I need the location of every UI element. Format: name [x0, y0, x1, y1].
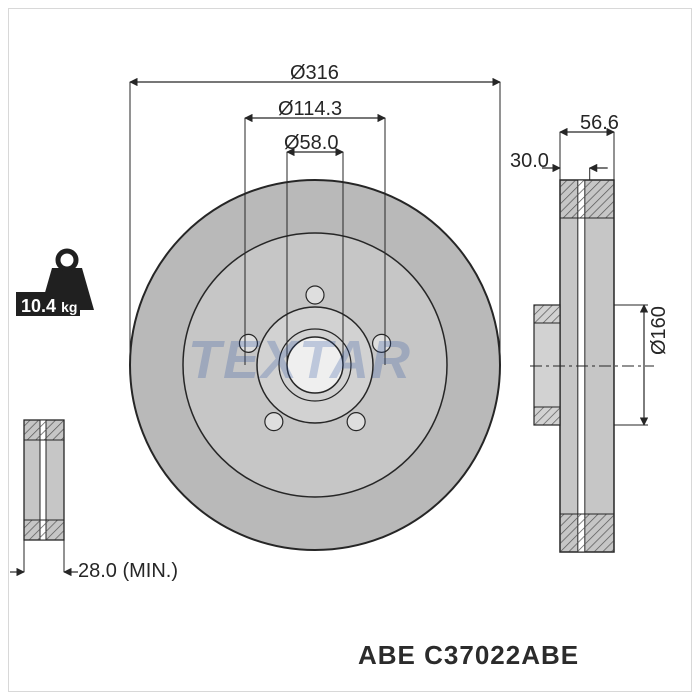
weight-unit: kg	[61, 299, 77, 315]
weight-value: 10.4 kg	[21, 296, 77, 317]
dim-d160: Ø160	[648, 306, 671, 355]
dim-d58: Ø58.0	[284, 132, 338, 155]
dim-min: 28.0 (MIN.)	[78, 560, 178, 583]
dim-d1143: Ø114.3	[278, 98, 342, 121]
dim-d316: Ø316	[290, 62, 339, 85]
brand-line: ABE C37022ABE	[358, 640, 579, 671]
watermark-text: TEXTAR	[188, 329, 412, 391]
dim-300: 30.0	[510, 150, 549, 173]
dim-566: 56.6	[580, 112, 619, 135]
weight-number: 10.4	[21, 296, 56, 316]
